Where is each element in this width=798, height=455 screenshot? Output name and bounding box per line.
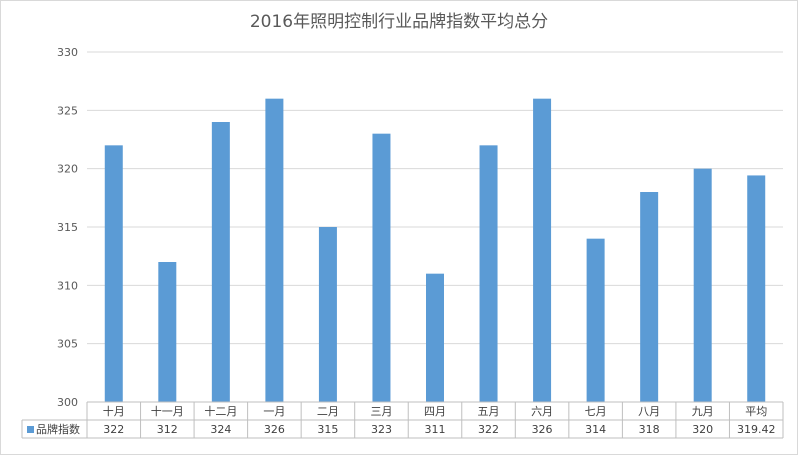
legend-label: 品牌指数 bbox=[36, 422, 80, 436]
y-tick-label: 330 bbox=[57, 46, 78, 59]
bar bbox=[640, 192, 659, 402]
data-label: 312 bbox=[157, 423, 178, 436]
chart-title: 2016年照明控制行业品牌指数平均总分 bbox=[250, 12, 548, 32]
legend-swatch bbox=[27, 426, 34, 433]
category-label: 五月 bbox=[478, 405, 500, 418]
bar bbox=[586, 238, 605, 402]
category-label: 三月 bbox=[370, 405, 392, 418]
data-label: 322 bbox=[478, 423, 499, 436]
data-label: 320 bbox=[692, 423, 713, 436]
bar bbox=[426, 273, 444, 402]
bar bbox=[104, 145, 123, 403]
y-tick-label: 315 bbox=[57, 221, 78, 234]
category-label: 十二月 bbox=[204, 404, 237, 418]
category-label: 六月 bbox=[531, 405, 553, 418]
data-table: 十月 322 十一月 312 十二月 324 一月 326 二月 315 三月 323 四月 311 五月 3… bbox=[21, 401, 784, 439]
category-label: 十一月 bbox=[151, 404, 184, 418]
bar bbox=[479, 145, 498, 403]
bar bbox=[158, 262, 177, 402]
category-label: 十月 bbox=[103, 404, 125, 418]
bar bbox=[265, 98, 284, 403]
bars bbox=[104, 98, 766, 403]
y-tick-label: 320 bbox=[57, 163, 78, 176]
data-label: 311 bbox=[425, 423, 446, 436]
y-tick-label: 305 bbox=[57, 338, 78, 351]
bar bbox=[318, 227, 337, 402]
data-label: 324 bbox=[210, 423, 231, 436]
y-axis-ticks: 300 305 310 315 320 325 330 bbox=[57, 46, 78, 409]
category-label: 平均 bbox=[745, 405, 767, 418]
bar bbox=[372, 133, 391, 402]
data-label: 323 bbox=[371, 423, 392, 436]
category-label: 九月 bbox=[692, 405, 714, 418]
y-tick-label: 325 bbox=[57, 104, 78, 117]
data-label: 326 bbox=[532, 423, 553, 436]
category-label: 八月 bbox=[638, 405, 660, 418]
y-tick-label: 300 bbox=[57, 396, 78, 409]
category-label: 七月 bbox=[585, 405, 607, 418]
bar bbox=[747, 175, 766, 402]
category-label: 二月 bbox=[317, 405, 339, 418]
data-label: 322 bbox=[103, 423, 124, 436]
bar bbox=[693, 168, 712, 402]
data-label: 326 bbox=[264, 423, 285, 436]
data-label: 314 bbox=[585, 423, 606, 436]
y-tick-label: 310 bbox=[57, 279, 78, 292]
data-label: 318 bbox=[639, 423, 660, 436]
bar bbox=[211, 122, 230, 402]
category-label: 一月 bbox=[263, 405, 285, 418]
category-label: 四月 bbox=[424, 405, 446, 418]
bar bbox=[533, 98, 552, 403]
data-label: 319.42 bbox=[737, 423, 776, 436]
data-label: 315 bbox=[317, 423, 338, 436]
